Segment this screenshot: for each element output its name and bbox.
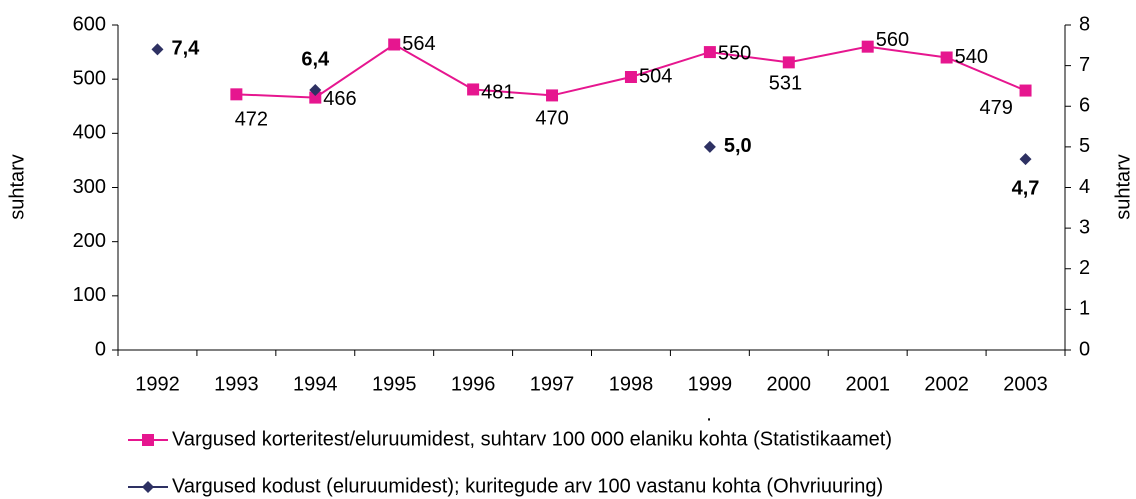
- data-label: 466: [323, 88, 356, 110]
- data-point: [703, 46, 716, 59]
- y2-axis-label: suhtarv: [1112, 154, 1134, 220]
- data-point: [1019, 84, 1032, 97]
- data-label: 470: [535, 108, 568, 130]
- y-axis-label: suhtarv: [6, 154, 28, 220]
- x-axis-label: .: [706, 403, 712, 425]
- x-tick-label: 1993: [214, 373, 259, 395]
- legend-label: Vargused kodust (eluruumidest); kuritegu…: [172, 475, 883, 497]
- y-tick-label: 500: [73, 67, 106, 89]
- data-point: [703, 140, 716, 153]
- data-label: 5,0: [724, 135, 752, 157]
- data-point: [309, 91, 322, 104]
- y2-tick-label: 4: [1079, 176, 1090, 198]
- x-tick-label: 1994: [293, 373, 338, 395]
- y2-tick-label: 6: [1079, 95, 1090, 117]
- x-tick-label: 1995: [372, 373, 417, 395]
- data-point: [940, 51, 953, 64]
- y-tick-label: 100: [73, 284, 106, 306]
- data-point: [388, 38, 401, 51]
- data-label: 481: [481, 82, 514, 104]
- y2-tick-label: 2: [1079, 257, 1090, 279]
- data-label: 472: [235, 109, 268, 131]
- legend-marker: [142, 481, 154, 493]
- x-tick-label: 1996: [451, 373, 496, 395]
- legend-label: Vargused korteritest/eluruumidest, suhta…: [172, 428, 892, 450]
- y2-tick-label: 8: [1079, 13, 1090, 35]
- data-point: [546, 89, 559, 102]
- y2-tick-label: 3: [1079, 216, 1090, 238]
- x-tick-label: 2000: [767, 373, 812, 395]
- data-label: 560: [876, 29, 909, 51]
- x-tick-label: 2002: [924, 373, 969, 395]
- data-point: [624, 71, 637, 83]
- y-tick-label: 400: [73, 122, 106, 144]
- y-tick-label: 600: [73, 13, 106, 35]
- y-tick-label: 300: [73, 176, 106, 198]
- data-point: [151, 43, 164, 56]
- data-label: 504: [639, 65, 672, 87]
- x-tick-label: 2003: [1003, 373, 1048, 395]
- data-label: 4,7: [1012, 177, 1040, 199]
- data-label: 531: [769, 73, 802, 95]
- data-point: [861, 40, 874, 53]
- x-tick-label: 2001: [845, 373, 890, 395]
- x-tick-label: 1997: [530, 373, 575, 395]
- y2-tick-label: 1: [1079, 298, 1090, 320]
- y2-tick-label: 7: [1079, 54, 1090, 76]
- data-label: 7,4: [171, 38, 200, 60]
- data-label: 550: [718, 42, 751, 64]
- data-point: [1019, 153, 1032, 166]
- data-point: [230, 88, 243, 101]
- data-label: 540: [955, 46, 988, 68]
- data-point: [782, 56, 795, 69]
- legend-marker: [142, 434, 154, 446]
- y2-tick-label: 0: [1079, 338, 1090, 360]
- y2-tick-label: 5: [1079, 135, 1090, 157]
- data-point: [467, 83, 480, 96]
- data-label: 6,4: [301, 48, 330, 70]
- x-tick-label: 1992: [135, 373, 180, 395]
- data-point: [309, 84, 322, 96]
- data-label: 564: [402, 33, 435, 55]
- y-tick-label: 0: [95, 338, 106, 360]
- x-tick-label: 1998: [609, 373, 654, 395]
- y-tick-label: 200: [73, 230, 106, 252]
- data-label: 479: [980, 97, 1013, 119]
- x-tick-label: 1999: [688, 373, 733, 395]
